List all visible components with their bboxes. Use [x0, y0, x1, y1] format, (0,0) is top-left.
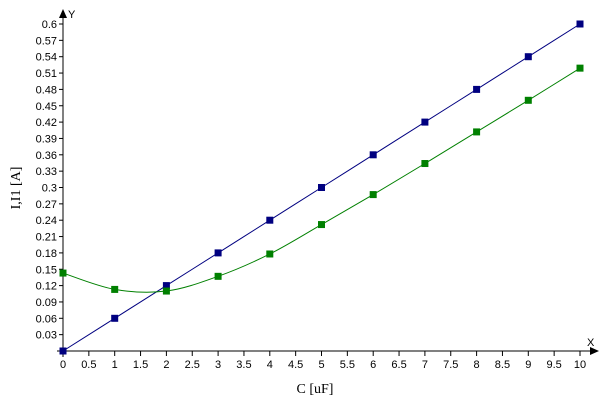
y-tick-label: 0.42 — [36, 117, 57, 129]
x-tick-label: 4.5 — [288, 359, 303, 371]
series-2-point — [421, 160, 429, 168]
series-2-line — [62, 67, 581, 293]
y-axis-title: I,I1 [A] — [9, 167, 24, 210]
series-2-point — [266, 250, 274, 258]
x-tick-label: 3.5 — [236, 359, 251, 371]
series-2-point — [524, 96, 532, 104]
series-1-point — [576, 20, 584, 28]
series-1-point — [59, 347, 67, 355]
y-tick-label: 0.6 — [42, 19, 57, 31]
y-tick-label: 0.33 — [36, 166, 57, 178]
x-tick-label: 9 — [525, 359, 531, 371]
y-tick-label: 0.06 — [36, 313, 57, 325]
x-tick-label: 1 — [112, 359, 118, 371]
series-1-point — [318, 184, 325, 191]
series-1-point — [162, 282, 170, 290]
series-2-point — [473, 128, 481, 136]
series-1-point — [111, 314, 119, 322]
x-tick-label: 1.5 — [133, 359, 148, 371]
x-axis-letter: X — [587, 337, 595, 349]
series-2-point — [576, 64, 584, 72]
x-ticks: 0 0.5 1 1.5 2 2.5 3 3.5 4 4.5 5 5.5 6 6.5 7 7.5 8 8.5 9 9.5… — [60, 351, 586, 371]
series-1-point — [266, 216, 274, 224]
y-tick-label: 0.03 — [36, 330, 57, 342]
x-axis-arrow — [590, 347, 599, 355]
series-1-point — [421, 118, 429, 126]
y-tick-label: 0.45 — [36, 101, 57, 113]
series-1-point — [369, 151, 377, 159]
y-tick-label: 0.51 — [36, 68, 57, 80]
series-markers — [59, 20, 584, 355]
x-tick-label: 5 — [318, 359, 324, 371]
series-2-point — [162, 287, 170, 295]
x-tick-label: 0.5 — [81, 359, 96, 371]
series-2-point — [318, 221, 325, 229]
x-tick-label: 2.5 — [185, 359, 200, 371]
x-tick-label: 6.5 — [391, 359, 406, 371]
x-tick-label: 3 — [215, 359, 221, 371]
x-tick-label: 7 — [422, 359, 428, 371]
y-tick-label: 0.57 — [36, 35, 57, 47]
y-tick-label: 0.18 — [36, 248, 57, 260]
y-axis-arrow — [59, 9, 67, 18]
series-2-point — [369, 191, 377, 199]
series-2-point — [111, 285, 119, 293]
x-tick-label: 2 — [163, 359, 169, 371]
x-tick-label: 0 — [60, 359, 66, 371]
x-tick-label: 8.5 — [495, 359, 510, 371]
x-tick-label: 10 — [574, 359, 586, 371]
x-tick-label: 9.5 — [547, 359, 562, 371]
x-tick-label: 6 — [370, 359, 376, 371]
series-1-point — [473, 85, 481, 93]
y-tick-label: 0.24 — [36, 215, 57, 227]
series-1-point — [524, 53, 532, 61]
y-axis-letter: Y — [68, 9, 76, 21]
y-tick-label: 0.21 — [36, 232, 57, 244]
series-2-point — [214, 272, 222, 280]
y-tick-label: 0.39 — [36, 133, 57, 145]
series-1-point — [214, 249, 222, 257]
series-2-point — [59, 269, 67, 277]
x-axis-title: C [uF] — [297, 382, 334, 397]
y-tick-label: 0.09 — [36, 297, 57, 309]
x-tick-label: 8 — [474, 359, 480, 371]
y-tick-label: 0.15 — [36, 264, 57, 276]
x-tick-label: 4 — [267, 359, 273, 371]
y-tick-label: 0.48 — [36, 84, 57, 96]
y-tick-label: 0.54 — [36, 52, 57, 64]
y-tick-label: 0.3 — [42, 183, 57, 195]
axes — [57, 9, 599, 357]
y-tick-label: 0.36 — [36, 150, 57, 162]
x-tick-label: 5.5 — [340, 359, 355, 371]
y-tick-label: 0.12 — [36, 281, 57, 293]
y-ticks: 0.03 0.06 0.09 0.12 0.15 0.18 0.21 0.24 0.27 0.3 0… — [36, 19, 63, 342]
x-tick-label: 7.5 — [443, 359, 458, 371]
y-tick-label: 0.27 — [36, 199, 57, 211]
